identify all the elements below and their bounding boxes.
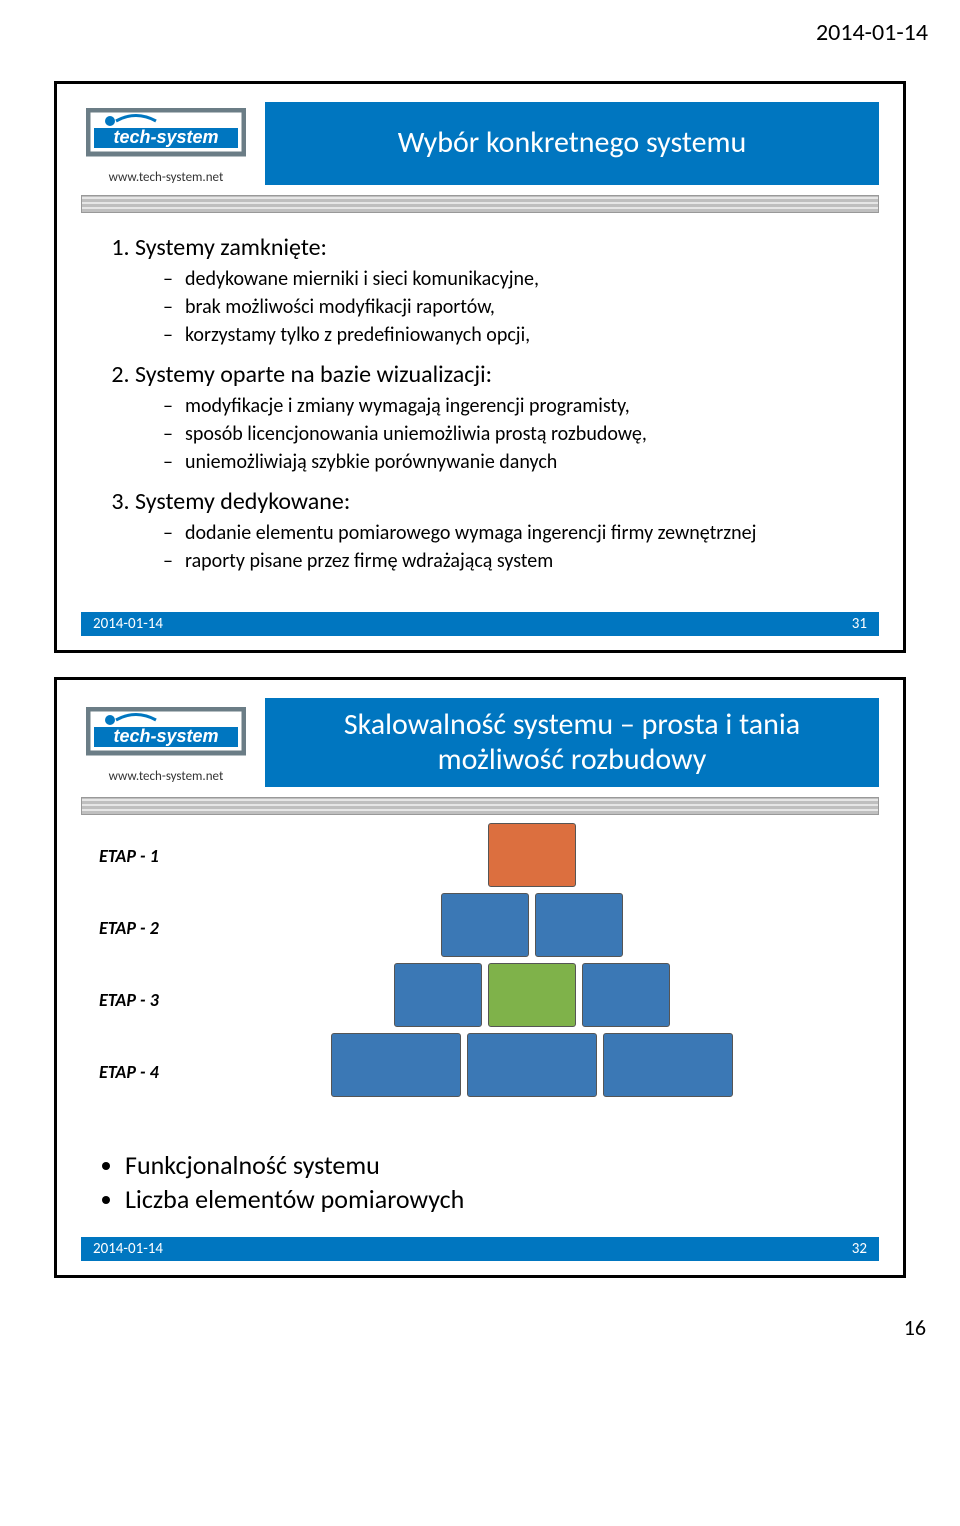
svg-text:tech-system: tech-system xyxy=(113,726,218,746)
logo-url: www.tech-system.net xyxy=(109,769,224,784)
slide2-bullet-list: Funkcjonalność systemuLiczba elementów p… xyxy=(81,1149,879,1215)
pyramid-block xyxy=(394,963,482,1027)
pyramid-row xyxy=(331,1033,733,1097)
slide2-footer-page: 32 xyxy=(852,1240,867,1258)
pyramid-row xyxy=(331,893,733,957)
sub-list-item: sposób licencjonowania uniemożliwia pros… xyxy=(163,421,869,447)
stage-label: ETAP - 1 xyxy=(99,845,159,867)
page-number: 16 xyxy=(0,1278,960,1369)
pyramid-block xyxy=(467,1033,597,1097)
bullet-item: Funkcjonalność systemu xyxy=(125,1149,879,1181)
divider xyxy=(81,797,879,815)
list-item: Systemy oparte na bazie wizualizacji: mod… xyxy=(135,360,869,475)
pyramid-block xyxy=(535,893,623,957)
slide2-footer-date: 2014-01-14 xyxy=(93,1240,163,1258)
sub-list-item: korzystamy tylko z predefiniowanych opcj… xyxy=(163,322,869,348)
list-item: Systemy zamknięte: dedykowane mierniki i … xyxy=(135,233,869,348)
slide-1: tech-system www.tech-system.net Wybór ko… xyxy=(54,81,906,653)
slide2-title: Skalowalność systemu – prosta i tania mo… xyxy=(265,698,879,787)
logo-box: tech-system www.tech-system.net xyxy=(81,102,251,185)
tech-system-logo: tech-system xyxy=(86,108,246,168)
logo-box: tech-system www.tech-system.net xyxy=(81,698,251,787)
list-item-heading: Systemy zamknięte: xyxy=(135,233,327,262)
list-item-heading: Systemy oparte na bazie wizualizacji: xyxy=(135,360,492,389)
slide1-footer-page: 31 xyxy=(852,615,867,633)
slide-2: tech-system www.tech-system.net Skalowal… xyxy=(54,677,906,1278)
stage-label: ETAP - 2 xyxy=(99,917,159,939)
stage-label: ETAP - 4 xyxy=(99,1061,159,1083)
sub-list-item: dodanie elementu pomiarowego wymaga inge… xyxy=(163,520,869,546)
logo-url: www.tech-system.net xyxy=(109,170,224,185)
sub-list-item: dedykowane mierniki i sieci komunikacyjn… xyxy=(163,266,869,292)
slide1-footer: 2014-01-14 31 xyxy=(81,612,879,636)
slide1-ordered-list: Systemy zamknięte: dedykowane mierniki i … xyxy=(91,233,869,574)
sub-list-item: brak możliwości modyfikacji raportów, xyxy=(163,294,869,320)
pyramid-block xyxy=(582,963,670,1027)
pyramid-block xyxy=(603,1033,733,1097)
page-date-header: 2014-01-14 xyxy=(0,0,960,57)
pyramid-block xyxy=(331,1033,461,1097)
slide1-content: Systemy zamknięte: dedykowane mierniki i … xyxy=(81,213,879,594)
pyramid-block xyxy=(488,963,576,1027)
sub-list-item: modyfikacje i zmiany wymagają ingerencji… xyxy=(163,393,869,419)
sub-list: modyfikacje i zmiany wymagają ingerencji… xyxy=(135,393,869,475)
pyramid-block xyxy=(441,893,529,957)
tech-system-logo: tech-system xyxy=(86,707,246,767)
sub-list-item: uniemożliwiają szybkie porównywanie dany… xyxy=(163,449,869,475)
pyramid-block xyxy=(488,823,576,887)
slide1-title: Wybór konkretnego systemu xyxy=(265,102,879,185)
sub-list: dedykowane mierniki i sieci komunikacyjn… xyxy=(135,266,869,348)
pyramid-row xyxy=(331,963,733,1027)
pyramid-row xyxy=(331,823,733,887)
stage-label: ETAP - 3 xyxy=(99,989,159,1011)
svg-text:tech-system: tech-system xyxy=(113,127,218,147)
bullet-item: Liczba elementów pomiarowych xyxy=(125,1183,879,1215)
slide2-footer: 2014-01-14 32 xyxy=(81,1237,879,1261)
list-item-heading: Systemy dedykowane: xyxy=(135,487,350,516)
slide1-header-row: tech-system www.tech-system.net Wybór ko… xyxy=(81,102,879,185)
slide1-footer-date: 2014-01-14 xyxy=(93,615,163,633)
pyramid-diagram xyxy=(331,823,733,1103)
sub-list: dodanie elementu pomiarowego wymaga inge… xyxy=(135,520,869,574)
list-item: Systemy dedykowane: dodanie elementu pomi… xyxy=(135,487,869,574)
sub-list-item: raporty pisane przez firmę wdrażającą sy… xyxy=(163,548,869,574)
pyramid-area: ETAP - 1 ETAP - 2 ETAP - 3 ETAP - 4 xyxy=(81,823,879,1143)
slide2-header-row: tech-system www.tech-system.net Skalowal… xyxy=(81,698,879,787)
divider xyxy=(81,195,879,213)
